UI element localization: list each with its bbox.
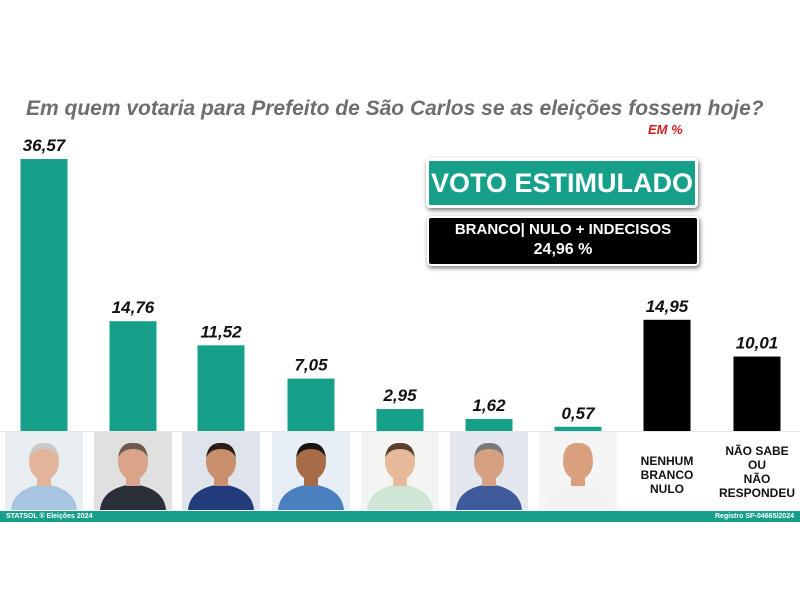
candidate-photo-5 [361,432,439,510]
data-label-4: 7,05 [294,356,328,375]
candidate-photo-7 [539,432,617,510]
candidate-photo-4 [272,432,350,510]
summary-label: BRANCO| NULO + INDECISOS [454,221,672,238]
summary-value: 24,96 % [533,241,593,258]
bar-8 [643,319,691,431]
category-label-8: NENHUM BRANCO NULO [640,454,694,496]
data-label-6: 1,62 [472,396,506,415]
bar-6 [465,418,513,431]
unit-label: EM % [648,122,683,137]
branco-nulo-indecisos-box: BRANCO| NULO + INDECISOS 24,96 % [427,216,699,266]
category-label-9: NÃO SABE OU NÃO RESPONDEU [718,444,795,500]
bar-7 [554,426,602,431]
candidate-photo-6 [450,432,528,510]
footer-source: STATSOL ® Eleições 2024 [6,513,93,520]
data-label-3: 11,52 [200,322,242,341]
data-label-5: 2,95 [382,386,417,405]
candidate-photo-1 [5,432,83,510]
candidate-photo-2 [94,432,172,510]
bar-4 [287,378,335,431]
data-label-1: 36,57 [23,136,67,155]
bar-1 [20,159,68,431]
bar-3 [197,345,245,431]
data-label-7: 0,57 [561,404,596,423]
chart-title: Em quem votaria para Prefeito de São Car… [26,97,764,120]
bar-9 [733,356,781,431]
data-label-8: 14,95 [646,297,689,316]
footer-registration: Registro SP-04665/2024 [715,513,794,520]
bar-5 [376,409,424,431]
voto-estimulado-badge: VOTO ESTIMULADO [426,158,698,208]
data-label-9: 10,01 [736,334,779,353]
candidate-photo-3 [182,432,260,510]
data-label-2: 14,76 [112,298,155,317]
footer-bar: STATSOL ® Eleições 2024 Registro SP-0466… [0,511,800,522]
bar-2 [109,321,157,431]
